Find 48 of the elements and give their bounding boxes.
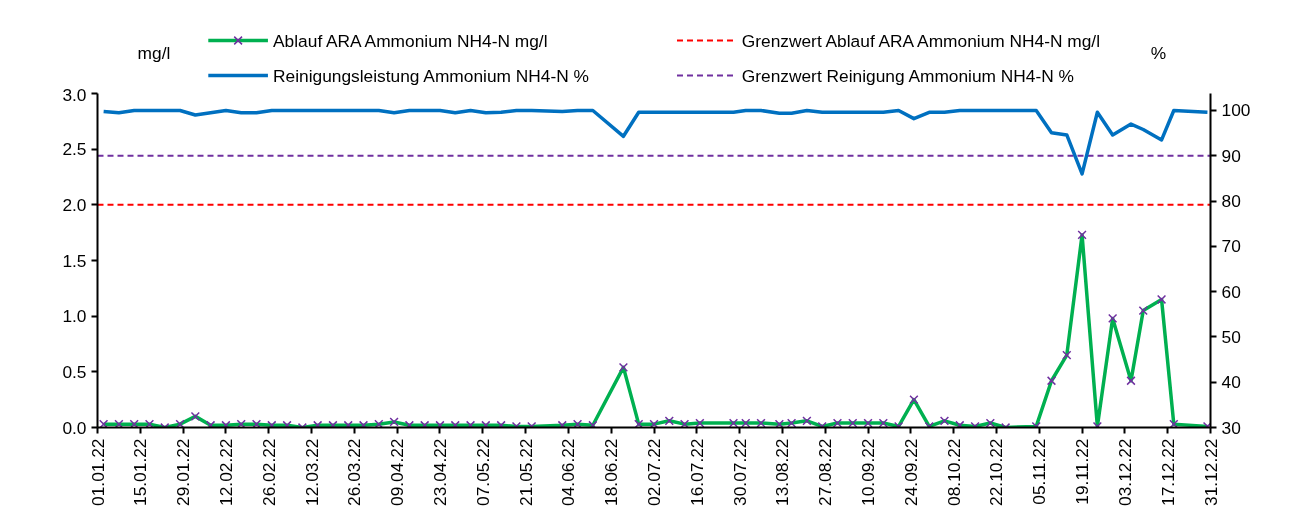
legend-label: Ablauf ARA Ammonium NH4-N mg/l	[273, 30, 548, 51]
y-tick-label: 1.5	[62, 250, 87, 271]
x-tick-label: 17.12.22	[1157, 438, 1178, 506]
y2-tick-label: 30	[1221, 417, 1241, 438]
x-tick-label: 12.03.22	[301, 438, 322, 506]
x-tick-label: 24.09.22	[900, 438, 921, 506]
x-tick-label: 18.06.22	[601, 438, 622, 506]
x-tick-label: 26.03.22	[344, 438, 365, 506]
x-tick-label: 08.10.22	[943, 438, 964, 506]
x-tick-label: 09.04.22	[387, 438, 408, 506]
x-tick-label: 23.04.22	[429, 438, 450, 506]
y-tick-label: 0.0	[62, 417, 87, 438]
x-tick-label: 03.12.22	[1114, 438, 1135, 506]
x-tick-label: 29.01.22	[173, 438, 194, 506]
y2-tick-label: 80	[1221, 191, 1241, 212]
x-tick-label: 01.01.22	[87, 438, 108, 506]
x-tick-label: 27.08.22	[815, 438, 836, 506]
x-tick-label: 31.12.22	[1200, 438, 1221, 506]
x-tick-label: 21.05.22	[515, 438, 536, 506]
y2-axis-title: %	[1150, 42, 1167, 63]
y2-tick-label: 70	[1221, 236, 1241, 257]
x-tick-label: 30.07.22	[729, 438, 750, 506]
y-tick-label: 2.0	[62, 194, 87, 215]
y-axis-title: mg/l	[137, 42, 171, 63]
x-tick-label: 07.05.22	[472, 438, 493, 506]
x-tick-label: 12.02.22	[215, 438, 236, 506]
y-tick-label: 0.5	[62, 361, 87, 382]
y-tick-label: 1.0	[62, 306, 87, 327]
y2-tick-label: 40	[1221, 372, 1241, 393]
x-tick-label: 19.11.22	[1072, 438, 1093, 505]
y2-tick-label: 50	[1221, 326, 1241, 347]
x-tick-label: 15.01.22	[130, 438, 151, 506]
y2-tick-label: 100	[1221, 100, 1251, 121]
x-tick-label: 22.10.22	[986, 438, 1007, 506]
y2-tick-label: 90	[1221, 145, 1241, 166]
x-tick-label: 02.07.22	[644, 438, 664, 506]
x-tick-label: 16.07.22	[686, 438, 707, 506]
legend-label: Reinigungsleistung Ammonium NH4-N %	[273, 65, 589, 86]
x-tick-label: 26.02.22	[258, 438, 279, 506]
y-tick-label: 3.0	[62, 84, 87, 105]
legend-label: Grenzwert Ablauf ARA Ammonium NH4-N mg/l	[741, 30, 1101, 51]
x-tick-label: 13.08.22	[772, 438, 793, 506]
x-tick-label: 10.09.22	[858, 438, 879, 506]
x-tick-label: 05.11.22	[1029, 438, 1050, 505]
y-tick-label: 2.5	[62, 139, 87, 160]
y2-tick-label: 60	[1221, 281, 1241, 302]
x-tick-label: 04.06.22	[558, 438, 579, 506]
legend-label: Grenzwert Reinigung Ammonium NH4-N %	[741, 65, 1075, 86]
